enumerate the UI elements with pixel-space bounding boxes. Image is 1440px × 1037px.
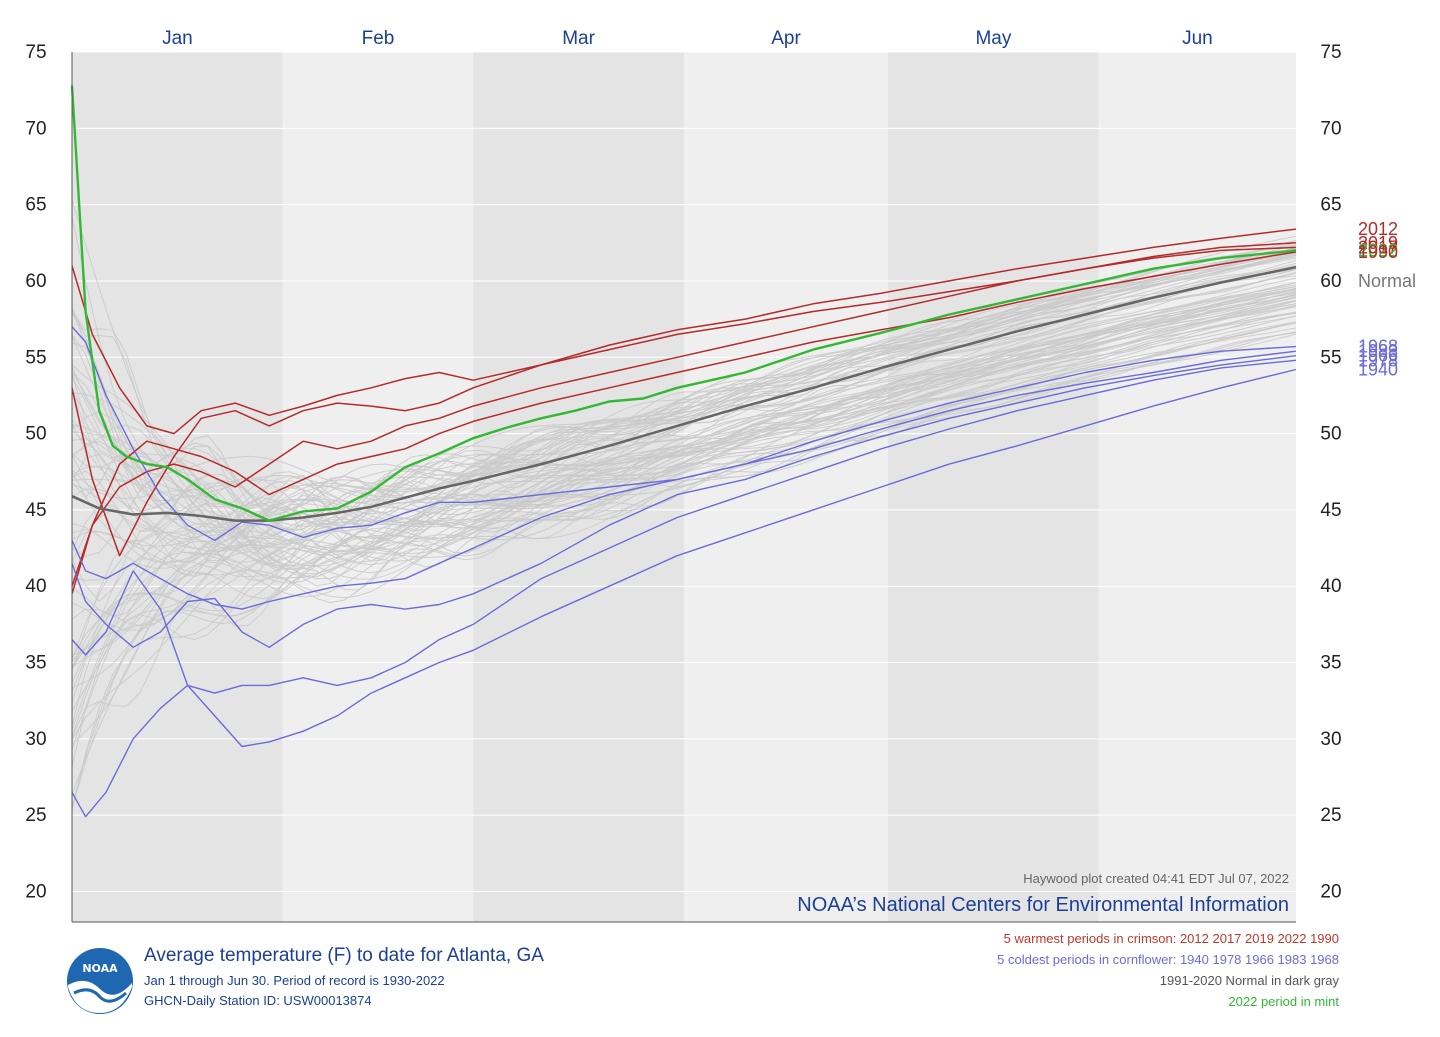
y-tick-label-left: 45 <box>25 500 46 521</box>
month-label: Apr <box>771 28 801 49</box>
background-year-line <box>71 327 1297 580</box>
y-tick-label-right: 50 <box>1320 424 1341 445</box>
y-tick-label-left: 40 <box>25 576 46 597</box>
month-label: May <box>975 28 1011 49</box>
y-tick-label-right: 55 <box>1320 347 1341 368</box>
background-year-line <box>71 271 1297 550</box>
y-tick-label-left: 70 <box>25 118 46 139</box>
y-tick-label-left: 50 <box>25 424 46 445</box>
month-band <box>1098 52 1296 922</box>
month-label: Mar <box>562 28 595 49</box>
series-line-normal <box>71 265 1297 522</box>
background-year-line <box>71 311 1297 692</box>
end-label-1990: 1990 <box>1358 242 1398 262</box>
background-year-line <box>71 315 1297 575</box>
background-year-line <box>71 248 1297 532</box>
y-tick-label-left: 35 <box>25 653 46 674</box>
series-line-2012 <box>71 228 1297 435</box>
end-label-1983: 1983 <box>1358 341 1398 361</box>
background-year-line <box>71 312 1297 566</box>
chart-title: Average temperature (F) to date for Atla… <box>144 945 544 966</box>
y-tick-label-left: 55 <box>25 347 46 368</box>
legend-line: 2022 period in mint <box>1228 994 1339 1009</box>
legend-line: 5 warmest periods in crimson: 2012 2017 … <box>1003 931 1339 946</box>
y-tick-label-left: 75 <box>25 42 46 63</box>
y-tick-label-right: 40 <box>1320 576 1341 597</box>
background-year-line <box>71 305 1297 563</box>
background-year-line <box>71 300 1297 689</box>
month-label: Jan <box>162 28 193 49</box>
series-line-1968 <box>71 326 1297 542</box>
end-label-2022: 2022 <box>1358 240 1398 260</box>
month-band <box>684 52 888 922</box>
background-year-line <box>71 242 1297 562</box>
month-label: Feb <box>362 28 395 49</box>
background-year-line <box>71 333 1297 631</box>
month-label: Jun <box>1182 28 1213 49</box>
y-tick-label-left: 20 <box>25 881 46 902</box>
axis-labels: 20 20 25 25 30 30 35 35 40 40 45 45 50 50 55 55 60 60 65 65… <box>25 28 1416 902</box>
legend-line: 1991-2020 Normal in dark gray <box>1159 973 1339 988</box>
end-label-1968: 1968 <box>1358 337 1398 357</box>
y-tick-label-right: 20 <box>1320 881 1341 902</box>
end-label-1966: 1966 <box>1358 346 1398 366</box>
background-year-line <box>71 260 1297 514</box>
noaa-logo-icon: NOAA <box>67 948 133 1014</box>
background-year-line <box>71 253 1297 660</box>
y-tick-label-right: 25 <box>1320 805 1341 826</box>
background-year-line <box>71 284 1297 668</box>
highlighted-series <box>70 85 1297 818</box>
month-bands <box>72 52 1296 922</box>
end-label-2017: 2017 <box>1358 237 1398 257</box>
y-tick-label-left: 25 <box>25 805 46 826</box>
credit-text: Haywood plot created 04:41 EDT Jul 07, 2… <box>1023 871 1289 886</box>
y-tick-label-left: 65 <box>25 195 46 216</box>
end-label-2019: 2019 <box>1358 233 1398 253</box>
end-label-2012: 2012 <box>1358 219 1398 239</box>
series-line-2019 <box>71 242 1297 595</box>
legend-line: 5 coldest periods in cornflower: 1940 19… <box>997 952 1339 967</box>
background-year-line <box>71 331 1297 587</box>
y-tick-label-right: 30 <box>1320 729 1341 750</box>
background-year-line <box>71 322 1297 655</box>
axes <box>71 52 1296 923</box>
y-tick-label-right: 45 <box>1320 500 1341 521</box>
background-year-line <box>71 293 1297 550</box>
month-band <box>888 52 1099 922</box>
series-line-1978 <box>71 359 1297 694</box>
background-year-line <box>71 244 1297 659</box>
series-line-1940 <box>71 368 1297 818</box>
background-years <box>71 199 1297 810</box>
source-text: NOAA’s National Centers for Environmenta… <box>797 894 1289 916</box>
y-tick-label-left: 60 <box>25 271 46 292</box>
y-tick-label-right: 35 <box>1320 653 1341 674</box>
svg-text:NOAA: NOAA <box>82 962 118 975</box>
background-year-line <box>71 303 1297 807</box>
y-tick-label-left: 30 <box>25 729 46 750</box>
y-tick-label-right: 75 <box>1320 42 1341 63</box>
series-line-1966 <box>71 355 1297 648</box>
series-line-1990 <box>71 251 1297 587</box>
background-year-line <box>71 332 1297 749</box>
y-tick-label-right: 70 <box>1320 118 1341 139</box>
month-band <box>72 52 283 922</box>
y-tick-label-right: 60 <box>1320 271 1341 292</box>
background-year-line <box>71 321 1297 738</box>
end-label-normal: Normal <box>1358 271 1416 291</box>
end-label-1940: 1940 <box>1358 359 1398 379</box>
chart-subtitle: Jan 1 through Jun 30. Period of record i… <box>144 973 445 988</box>
series-line-1983 <box>71 350 1297 610</box>
end-label-1978: 1978 <box>1358 350 1398 370</box>
background-year-line <box>71 254 1297 515</box>
background-year-line <box>71 286 1297 549</box>
station-id: GHCN-Daily Station ID: USW00013874 <box>144 993 372 1008</box>
temperature-chart: 20 20 25 25 30 30 35 35 40 40 45 45 50 50 55 55 60 60 65 65… <box>25 28 1416 923</box>
y-tick-label-right: 65 <box>1320 195 1341 216</box>
series-line-2022 <box>70 85 1297 522</box>
background-year-line <box>71 290 1297 548</box>
background-year-line <box>71 244 1297 510</box>
